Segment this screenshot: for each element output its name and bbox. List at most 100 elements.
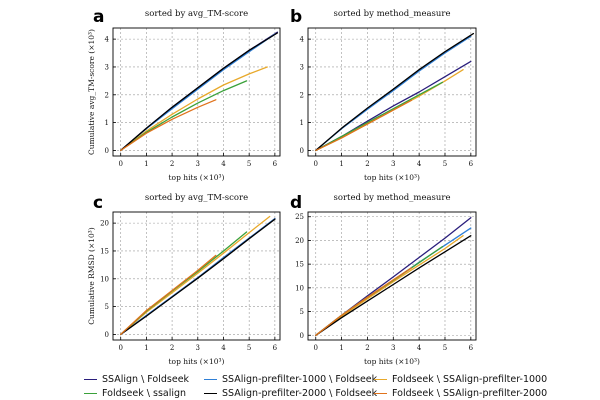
y-tick-label: 20 (295, 237, 304, 245)
y-tick-label: 2 (300, 91, 304, 99)
panel-label: d (290, 193, 302, 213)
x-axis-label: top hits (×10³) (169, 173, 225, 182)
series-line (315, 267, 413, 336)
x-tick-label: 1 (144, 344, 148, 352)
y-tick-label: 20 (100, 220, 109, 228)
x-tick-label: 0 (314, 160, 318, 168)
x-axis-label: top hits (×10³) (364, 357, 420, 366)
legend-item-foldseek-prefilter2000: Foldseek \ SSAlign-prefilter-2000 (374, 388, 547, 399)
y-tick-label: 5 (105, 303, 109, 311)
series-line (120, 215, 271, 336)
legend-swatch (374, 379, 387, 380)
x-tick-label: 5 (247, 160, 251, 168)
x-tick-label: 1 (339, 160, 343, 168)
series-line (315, 32, 475, 152)
x-tick-label: 6 (469, 344, 474, 352)
y-tick-label: 0 (105, 147, 109, 155)
legend: SSAlign \ Foldseek SSAlign-prefilter-100… (84, 372, 547, 400)
y-tick-label: 4 (300, 36, 305, 44)
y-tick-label: 0 (300, 147, 304, 155)
plot-frame (307, 211, 477, 341)
series-line (120, 32, 279, 152)
x-tick-label: 3 (391, 344, 395, 352)
y-tick-label: 1 (105, 119, 109, 127)
x-tick-label: 6 (469, 160, 474, 168)
y-tick-label: 15 (100, 247, 109, 255)
x-tick-label: 1 (144, 160, 148, 168)
x-tick-label: 4 (221, 160, 226, 168)
plot-frame (112, 27, 281, 157)
legend-label: Foldseek \ SSAlign-prefilter-2000 (392, 388, 548, 399)
y-tick-label: 0 (105, 331, 109, 339)
x-tick-label: 2 (170, 160, 174, 168)
panel-a: a sorted by avg_TM-score 0 1 2 3 4 5 6 0 1 2 3 4 top h… (87, 7, 281, 182)
panel-title: sorted by method_measure (334, 9, 451, 19)
y-tick-label: 3 (105, 63, 109, 71)
x-tick-label: 4 (221, 344, 226, 352)
panel-label: a (93, 7, 104, 27)
panel-title: sorted by avg_TM-score (145, 9, 248, 19)
y-tick-label: 10 (295, 284, 304, 292)
series-line (315, 235, 464, 336)
series-line (315, 81, 444, 152)
x-tick-label: 1 (339, 344, 343, 352)
legend-label: SSAlign-prefilter-2000 \ Foldseek (222, 388, 378, 399)
y-tick-label: 25 (295, 213, 304, 221)
x-tick-label: 5 (247, 344, 251, 352)
y-tick-label: 0 (300, 332, 304, 340)
series-line (120, 80, 248, 152)
x-tick-label: 4 (417, 160, 422, 168)
series-line (315, 99, 413, 152)
panel-c: c sorted by avg_TM-score 0 1 2 3 4 5 6 0 5 10 15 20 to… (87, 193, 281, 366)
x-tick-label: 4 (417, 344, 422, 352)
legend-item-foldseek-prefilter1000: Foldseek \ SSAlign-prefilter-1000 (374, 374, 547, 385)
x-tick-label: 0 (314, 344, 318, 352)
legend-swatch (374, 393, 387, 394)
legend-item-foldseek-ssalign: Foldseek \ ssalign (84, 388, 186, 399)
legend-label: Foldseek \ ssalign (102, 388, 187, 399)
panel-title: sorted by method_measure (334, 193, 451, 203)
legend-label: SSAlign-prefilter-1000 \ Foldseek (222, 374, 378, 385)
plot-frame (112, 211, 281, 341)
legend-item-ssalign-foldseek: SSAlign \ Foldseek (84, 374, 189, 385)
x-tick-label: 0 (118, 160, 122, 168)
panel-title: sorted by avg_TM-score (145, 193, 248, 203)
series-line (120, 254, 217, 336)
y-tick-label: 3 (300, 63, 304, 71)
x-tick-label: 5 (443, 160, 447, 168)
legend-item-prefilter1000-foldseek: SSAlign-prefilter-1000 \ Foldseek (204, 374, 377, 385)
x-tick-label: 3 (196, 160, 200, 168)
series-line (315, 235, 472, 336)
panel-label: c (93, 193, 103, 213)
y-tick-label: 15 (295, 261, 304, 269)
x-tick-label: 0 (118, 344, 122, 352)
y-tick-label: 2 (105, 91, 109, 99)
legend-label: SSAlign \ Foldseek (102, 374, 190, 385)
legend-swatch (84, 393, 97, 394)
legend-swatch (204, 379, 217, 380)
x-tick-label: 6 (273, 160, 278, 168)
plot-frame (307, 27, 477, 157)
legend-label: Foldseek \ SSAlign-prefilter-1000 (392, 374, 548, 385)
y-tick-label: 10 (100, 275, 109, 283)
x-tick-label: 3 (196, 344, 200, 352)
x-axis-label: top hits (×10³) (169, 357, 225, 366)
series-line (120, 99, 217, 152)
x-tick-label: 3 (391, 160, 395, 168)
x-tick-label: 2 (365, 160, 369, 168)
legend-item-prefilter2000-foldseek: SSAlign-prefilter-2000 \ Foldseek (204, 388, 377, 399)
y-axis-label: Cumulative avg_TM-score (×10³) (87, 29, 96, 155)
legend-swatch (84, 379, 97, 380)
series-line (120, 218, 276, 336)
y-axis-label: Cumulative RMSD (×10³) (87, 227, 96, 324)
series-line (120, 66, 268, 152)
x-tick-label: 5 (443, 344, 447, 352)
panel-d: d sorted by method_measure 0 1 2 3 4 5 6 0 5 10 15 20… (290, 193, 477, 366)
x-axis-label: top hits (×10³) (364, 173, 420, 182)
y-tick-label: 4 (105, 36, 110, 44)
x-tick-label: 2 (170, 344, 174, 352)
x-tick-label: 6 (273, 344, 278, 352)
panel-label: b (290, 7, 302, 27)
y-tick-label: 1 (300, 119, 304, 127)
